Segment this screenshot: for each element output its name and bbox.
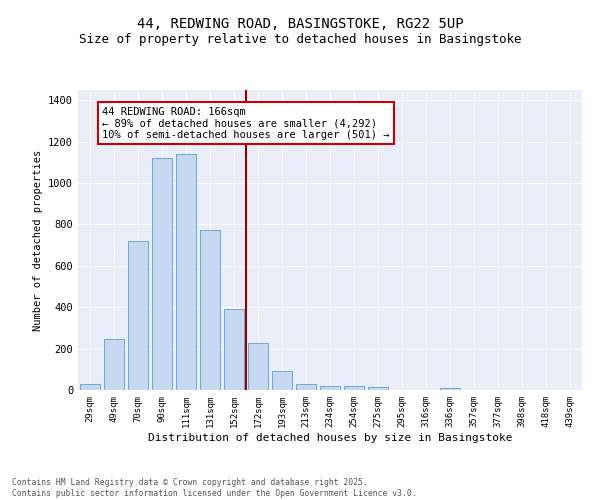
Bar bbox=[176, 154, 196, 390]
Y-axis label: Number of detached properties: Number of detached properties bbox=[32, 150, 43, 330]
Bar bbox=[344, 386, 364, 390]
Bar bbox=[272, 372, 292, 390]
Bar bbox=[152, 158, 172, 390]
Bar bbox=[80, 384, 100, 390]
Bar bbox=[224, 310, 244, 390]
Text: Contains HM Land Registry data © Crown copyright and database right 2025.
Contai: Contains HM Land Registry data © Crown c… bbox=[12, 478, 416, 498]
Bar bbox=[440, 388, 460, 390]
Bar bbox=[104, 338, 124, 390]
Bar bbox=[248, 344, 268, 390]
Bar bbox=[200, 230, 220, 390]
Text: 44, REDWING ROAD, BASINGSTOKE, RG22 5UP: 44, REDWING ROAD, BASINGSTOKE, RG22 5UP bbox=[137, 18, 463, 32]
Text: 44 REDWING ROAD: 166sqm
← 89% of detached houses are smaller (4,292)
10% of semi: 44 REDWING ROAD: 166sqm ← 89% of detache… bbox=[102, 106, 389, 140]
X-axis label: Distribution of detached houses by size in Basingstoke: Distribution of detached houses by size … bbox=[148, 432, 512, 442]
Bar bbox=[368, 387, 388, 390]
Bar bbox=[296, 384, 316, 390]
Text: Size of property relative to detached houses in Basingstoke: Size of property relative to detached ho… bbox=[79, 32, 521, 46]
Bar bbox=[320, 386, 340, 390]
Bar bbox=[128, 241, 148, 390]
